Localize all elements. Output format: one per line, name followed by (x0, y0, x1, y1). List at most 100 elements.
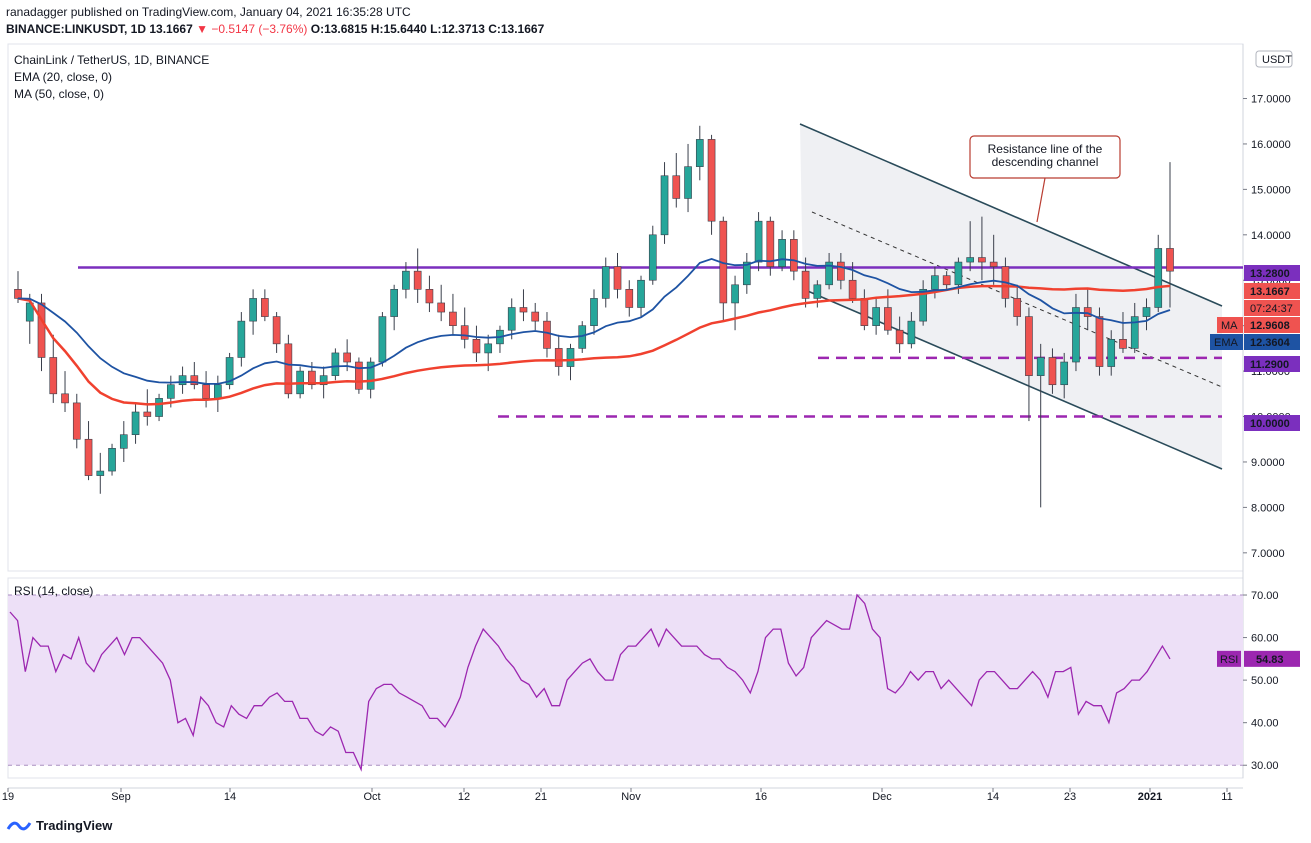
time-tick-label: 14 (987, 791, 999, 803)
annotation-pointer (1036, 177, 1046, 223)
candle (637, 275, 645, 317)
time-tick-label: Sep (111, 791, 131, 803)
candle (61, 371, 69, 412)
candle (566, 343, 575, 381)
candle-body-up (108, 448, 116, 472)
candle-body-up (648, 234, 657, 281)
candle-body-up (96, 470, 105, 476)
candle-body-down (355, 361, 363, 390)
candle (237, 312, 246, 367)
symbol-label: BINANCE:LINKUSDT, 1D (6, 22, 147, 36)
candle (1013, 284, 1022, 326)
candle-body-up (1060, 361, 1069, 386)
candle (660, 162, 669, 244)
rsi-band-area (8, 595, 1243, 766)
price-label-value: 13.1667 (1250, 286, 1290, 298)
ma-50-line (17, 284, 1171, 406)
candle-body-down (37, 302, 46, 358)
candle-body-up (178, 375, 187, 386)
candle (837, 252, 845, 290)
candle-body-down (707, 139, 716, 222)
currency-button (1255, 50, 1293, 68)
price-tick-label: 14.0000 (1251, 230, 1291, 242)
candle (554, 334, 563, 376)
candle-body-up (390, 289, 398, 317)
candle-body-down (72, 402, 81, 440)
candle (648, 225, 657, 285)
candle-body-up (1072, 307, 1080, 363)
candle (895, 316, 904, 353)
candle (848, 262, 857, 303)
candle (225, 352, 234, 390)
channel-mid-line (811, 211, 1223, 388)
candle-body-down (1025, 316, 1033, 376)
candle (1166, 162, 1174, 308)
candle-body-down (543, 320, 551, 349)
candle (801, 257, 810, 308)
price-label-value: 10.0000 (1250, 418, 1290, 430)
candle (472, 325, 481, 363)
price-label-value: 13.2800 (1250, 268, 1290, 280)
candle (825, 252, 833, 290)
candle (519, 289, 528, 322)
candle (390, 284, 398, 331)
candle (261, 289, 269, 322)
candle (978, 216, 986, 281)
candle-body-up (237, 320, 246, 358)
candle-body-up (731, 284, 739, 304)
candle-body-down (554, 348, 563, 367)
tradingview-logo[interactable]: TradingView (6, 815, 112, 835)
currency-label: USDT (1262, 54, 1292, 66)
candle-body-up (966, 257, 974, 263)
chart-header: ranadagger published on TradingView.com,… (0, 0, 1311, 40)
candle-body-up (778, 239, 786, 267)
candle-body-up (660, 175, 669, 236)
candle-body-down (1048, 357, 1057, 386)
candle (625, 280, 634, 317)
candle (413, 248, 422, 303)
price-label-value: 12.9608 (1250, 320, 1290, 332)
candle (402, 262, 410, 299)
time-tick-label: 19 (2, 791, 14, 803)
candle-body-up (684, 166, 692, 199)
candle-body-up (931, 275, 939, 290)
candle-body-down (895, 329, 904, 345)
candle-body-down (272, 316, 281, 345)
candle (707, 134, 716, 235)
candle-body-down (472, 339, 481, 354)
candle (966, 221, 974, 272)
candle-body-up (331, 352, 340, 376)
candle-body-up (1107, 339, 1116, 367)
candle (613, 252, 622, 299)
price-label-tag (1244, 334, 1300, 350)
candle-body-up (907, 320, 916, 345)
candle-body-down (343, 352, 351, 363)
candle-body-down (613, 266, 622, 290)
time-tick-label: 12 (458, 791, 470, 803)
candle-body-down (989, 261, 998, 267)
candle-body-down (625, 289, 634, 308)
candle (143, 389, 152, 426)
candle-body-up (590, 298, 598, 326)
candle-body-down (790, 239, 798, 272)
candle (731, 275, 739, 331)
ema-legend: EMA (20, close, 0) (14, 70, 112, 84)
candle (1048, 348, 1057, 394)
candle (49, 334, 58, 403)
indicator-tag-box (1217, 317, 1243, 333)
candle (131, 402, 140, 444)
rsi-tick-label: 40.00 (1251, 718, 1279, 730)
time-tick-label: Oct (363, 791, 380, 803)
rsi-line (9, 593, 1171, 772)
candle-body-down (308, 370, 316, 386)
candle-body-up (1036, 357, 1045, 376)
time-tick-label: 11 (1221, 791, 1232, 803)
tradingview-logo-icon (6, 821, 32, 831)
candle-body-up (119, 434, 128, 449)
time-tick-label: 2021 (1138, 791, 1162, 803)
last-price: 13.1667 (149, 22, 193, 36)
price-label-tag (1244, 265, 1300, 281)
candle-body-up (319, 375, 328, 386)
candle (284, 334, 293, 399)
